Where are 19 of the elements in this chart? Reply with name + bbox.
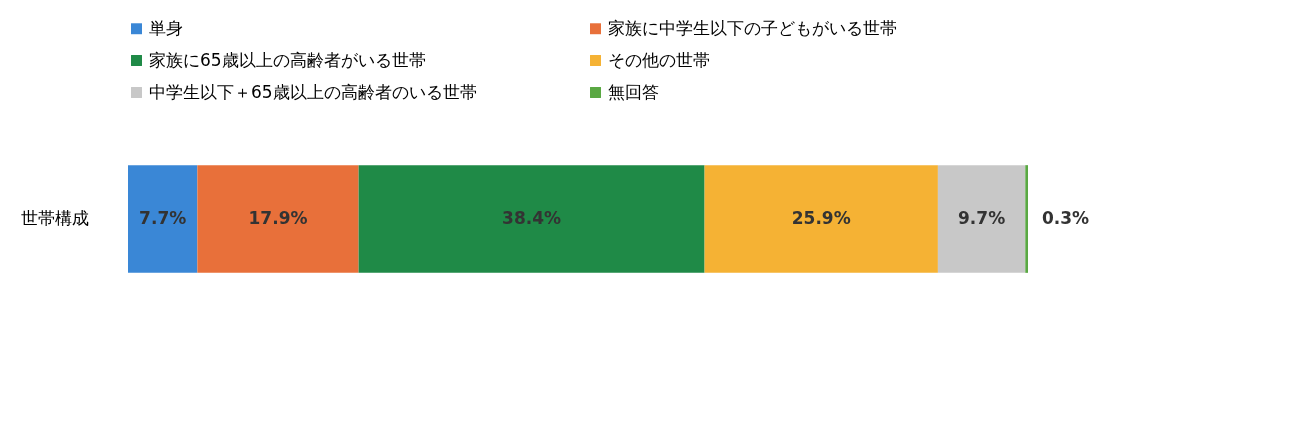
data-label: 7.7% — [139, 208, 187, 228]
legend-label: 単身 — [149, 17, 183, 38]
bar — [704, 165, 938, 273]
data-label: 25.9% — [791, 208, 851, 228]
data-label: 9.7% — [958, 208, 1006, 228]
legend-label: 中学生以下＋65歳以上の高齢者のいる世帯 — [149, 81, 477, 102]
bar — [128, 165, 198, 273]
y-tick-label: 世帯構成 — [20, 208, 89, 228]
data-label: 38.4% — [502, 208, 562, 228]
legend-label: 家族に中学生以下の子どもがいる世帯 — [608, 17, 897, 38]
bar — [358, 165, 705, 273]
legend-label: 家族に65歳以上の高齢者がいる世帯 — [149, 49, 426, 70]
data-label: 0.3% — [1042, 208, 1090, 228]
legend-label: その他の世帯 — [608, 49, 710, 70]
legend-label: 無回答 — [608, 81, 659, 102]
data-label: 17.9% — [248, 208, 308, 228]
bar — [937, 165, 1026, 273]
bar — [197, 165, 359, 273]
bar — [1025, 165, 1028, 273]
